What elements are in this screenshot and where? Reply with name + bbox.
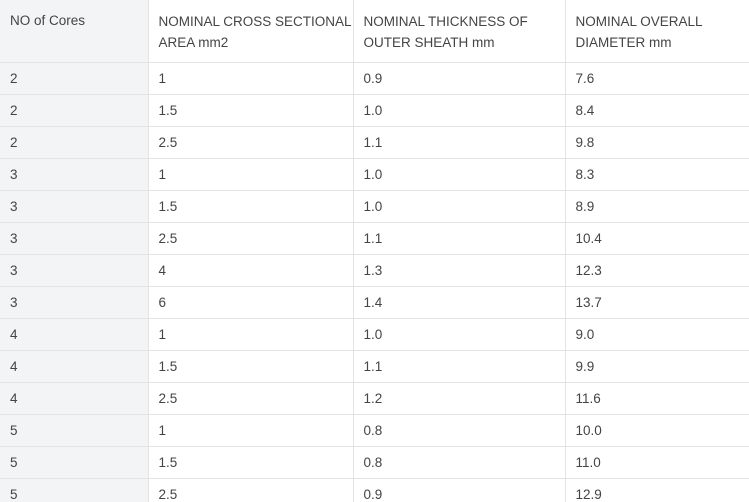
cell-area: 2.5 [147,126,354,159]
cell-cores: 3 [0,254,149,287]
header-row: NO of Cores NOMINAL CROSS SECTIONAL AREA… [0,0,749,63]
cell-thickness: 1.4 [352,286,566,319]
table-row: 3 2.5 1.1 10.4 [0,222,749,255]
cell-cores: 3 [0,222,149,255]
cell-area: 1.5 [147,446,354,479]
cell-area: 2.5 [147,382,354,415]
cell-diameter: 12.3 [564,254,749,287]
table-row: 5 1.5 0.8 11.0 [0,446,749,479]
table-row: 5 1 0.8 10.0 [0,414,749,447]
cell-area: 1.5 [147,190,354,223]
table-row: 3 6 1.4 13.7 [0,286,749,319]
table-row: 2 1.5 1.0 8.4 [0,94,749,127]
cell-thickness: 1.1 [352,222,566,255]
cell-area: 1.5 [147,350,354,383]
header-cross-sectional-area: NOMINAL CROSS SECTIONAL AREA mm2 [147,0,354,63]
cell-thickness: 1.1 [352,126,566,159]
cell-diameter: 9.9 [564,350,749,383]
cell-cores: 5 [0,478,149,502]
cell-cores: 4 [0,382,149,415]
cell-thickness: 1.0 [352,94,566,127]
cell-area: 1 [147,62,354,95]
cell-diameter: 8.9 [564,190,749,223]
cell-diameter: 10.0 [564,414,749,447]
cell-cores: 3 [0,190,149,223]
table-row: 3 1.5 1.0 8.9 [0,190,749,223]
cell-diameter: 11.6 [564,382,749,415]
cell-area: 4 [147,254,354,287]
table-row: 3 1 1.0 8.3 [0,158,749,191]
cell-diameter: 7.6 [564,62,749,95]
table-row: 4 2.5 1.2 11.6 [0,382,749,415]
table-row: 4 1 1.0 9.0 [0,318,749,351]
cell-cores: 2 [0,94,149,127]
cell-thickness: 1.0 [352,190,566,223]
cell-area: 1 [147,414,354,447]
cell-area: 2.5 [147,478,354,502]
cell-diameter: 9.0 [564,318,749,351]
cell-area: 1 [147,318,354,351]
cell-diameter: 11.0 [564,446,749,479]
cell-area: 6 [147,286,354,319]
cell-cores: 5 [0,446,149,479]
cell-thickness: 0.8 [352,414,566,447]
table-row: 3 4 1.3 12.3 [0,254,749,287]
cell-cores: 2 [0,62,149,95]
cell-thickness: 1.3 [352,254,566,287]
table-row: 4 1.5 1.1 9.9 [0,350,749,383]
cell-diameter: 9.8 [564,126,749,159]
cell-cores: 3 [0,286,149,319]
cell-area: 2.5 [147,222,354,255]
header-overall-diameter: NOMINAL OVERALL DIAMETER mm [564,0,749,63]
cell-thickness: 0.8 [352,446,566,479]
header-no-of-cores: NO of Cores [0,0,149,63]
cell-thickness: 1.0 [352,158,566,191]
table-row: 2 2.5 1.1 9.8 [0,126,749,159]
cell-thickness: 1.1 [352,350,566,383]
cell-cores: 5 [0,414,149,447]
cell-diameter: 8.4 [564,94,749,127]
cell-thickness: 0.9 [352,62,566,95]
cell-cores: 4 [0,350,149,383]
cell-diameter: 12.9 [564,478,749,502]
cell-area: 1 [147,158,354,191]
table-header: NO of Cores NOMINAL CROSS SECTIONAL AREA… [0,0,749,63]
table-body: 2 1 0.9 7.6 2 1.5 1.0 8.4 2 2.5 1.1 9.8 … [0,62,749,502]
cell-diameter: 10.4 [564,222,749,255]
table-row: 2 1 0.9 7.6 [0,62,749,95]
cell-diameter: 8.3 [564,158,749,191]
cell-thickness: 1.2 [352,382,566,415]
cell-area: 1.5 [147,94,354,127]
cell-thickness: 1.0 [352,318,566,351]
cell-thickness: 0.9 [352,478,566,502]
cell-diameter: 13.7 [564,286,749,319]
cell-cores: 3 [0,158,149,191]
cell-cores: 4 [0,318,149,351]
header-sheath-thickness: NOMINAL THICKNESS OF OUTER SHEATH mm [352,0,566,63]
table-row: 5 2.5 0.9 12.9 [0,478,749,502]
cell-cores: 2 [0,126,149,159]
